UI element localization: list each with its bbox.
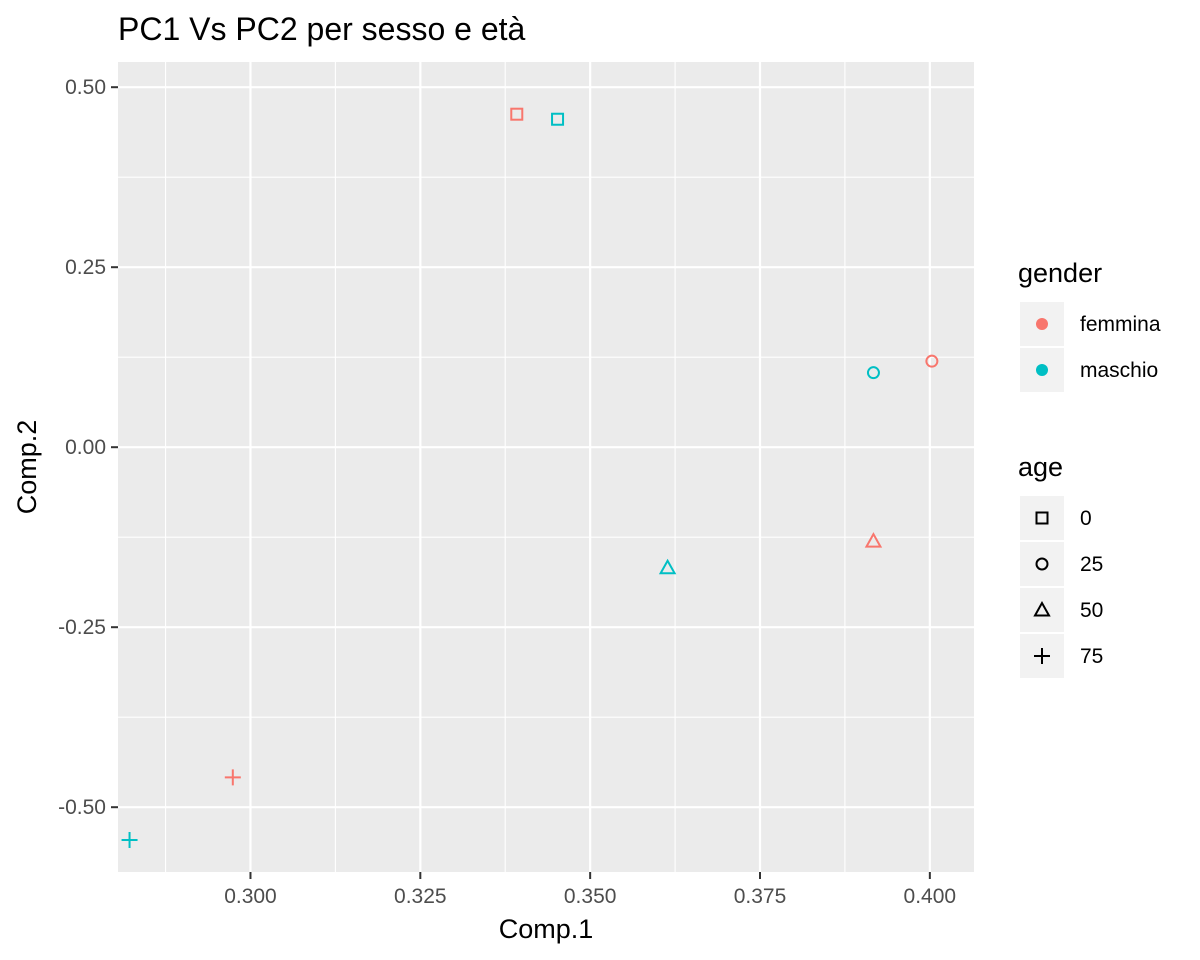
legend-gender-marker xyxy=(1036,364,1048,376)
legend-age-marker xyxy=(1033,600,1051,617)
x-tick-label: 0.350 xyxy=(564,885,617,908)
legend-key xyxy=(1020,542,1064,586)
plot-panel xyxy=(118,62,974,872)
legend-gender-label: femmina xyxy=(1080,313,1161,336)
legend-age-label: 75 xyxy=(1080,645,1103,668)
y-tick-label: -0.50 xyxy=(58,796,106,819)
legend-age-marker xyxy=(1035,511,1049,525)
y-axis: 0.50 0.25 0.00 -0.25 -0.50 xyxy=(58,76,118,819)
data-point xyxy=(864,532,883,548)
data-points xyxy=(121,107,939,848)
x-tick-label: 0.375 xyxy=(734,885,787,908)
data-point xyxy=(551,112,565,126)
grid-minor xyxy=(118,62,974,872)
x-axis: 0.300 0.325 0.350 0.375 0.400 xyxy=(224,872,956,908)
y-tick-label: 0.00 xyxy=(65,436,106,459)
x-tick-label: 0.300 xyxy=(224,885,277,908)
legend-key xyxy=(1020,496,1064,540)
legend-age-label: 50 xyxy=(1080,599,1103,622)
data-point xyxy=(510,107,524,121)
legend-age: age 0 25 50 75 xyxy=(1018,452,1103,678)
grid-major xyxy=(118,62,974,872)
legend-gender-title: gender xyxy=(1018,258,1102,288)
x-tick-label: 0.325 xyxy=(394,885,447,908)
legend-age-label: 0 xyxy=(1080,507,1092,530)
legend-key xyxy=(1020,588,1064,632)
legend-gender-label: maschio xyxy=(1080,359,1158,382)
legend-age-title: age xyxy=(1018,452,1063,482)
y-tick-label: 0.50 xyxy=(65,76,106,99)
y-tick-label: 0.25 xyxy=(65,256,106,279)
legend-gender-marker xyxy=(1036,318,1048,330)
legend-age-marker xyxy=(1034,648,1050,664)
x-axis-title: Comp.1 xyxy=(499,914,594,944)
legend-age-label: 25 xyxy=(1080,553,1103,576)
chart-title: PC1 Vs PC2 per sesso e età xyxy=(118,11,526,47)
data-point xyxy=(224,769,241,786)
legend-age-marker xyxy=(1035,557,1049,571)
data-point xyxy=(121,831,138,848)
data-point xyxy=(925,354,939,368)
y-tick-label: -0.25 xyxy=(58,616,106,639)
y-axis-title: Comp.2 xyxy=(12,420,42,515)
data-point xyxy=(866,366,880,380)
data-point xyxy=(658,558,677,575)
legend-gender: gender femmina maschio xyxy=(1018,258,1161,392)
x-tick-label: 0.400 xyxy=(904,885,957,908)
